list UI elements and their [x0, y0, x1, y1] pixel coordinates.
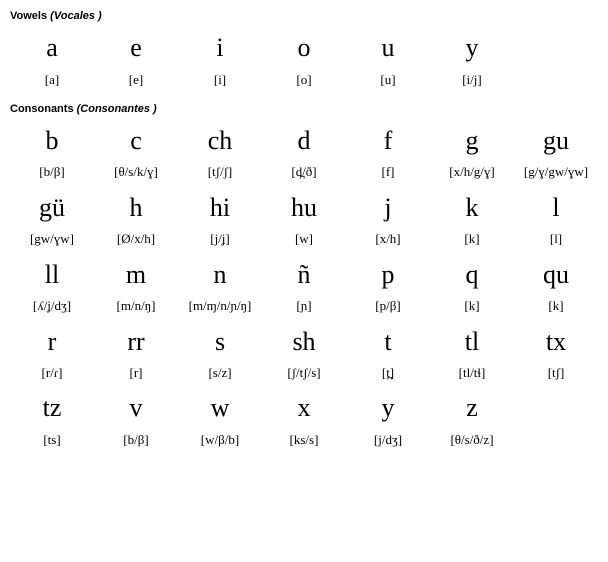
- vowel-ipa: [514, 67, 598, 95]
- consonant-ipa: [r]: [94, 360, 178, 386]
- consonant-ipa: [s/z]: [178, 360, 262, 386]
- consonant-ipa: [ks/s]: [262, 427, 346, 453]
- vowel-ipa: [i/j]: [430, 67, 514, 95]
- consonant-letter: q: [430, 253, 514, 294]
- consonant-letter: tx: [514, 320, 598, 361]
- consonant-ipa: [l]: [514, 226, 598, 252]
- consonant-letter: ñ: [262, 253, 346, 294]
- consonant-ipa: [ts]: [10, 427, 94, 453]
- consonant-ipa: [f]: [346, 159, 430, 185]
- consonant-ipa: [k]: [514, 293, 598, 319]
- consonant-ipa: [w/β/b]: [178, 427, 262, 453]
- consonant-ipa: [m/ɱ/n/ɲ/ŋ]: [178, 293, 262, 319]
- consonant-letter: n: [178, 253, 262, 294]
- vowel-ipa: [o]: [262, 67, 346, 95]
- consonant-ipa: [θ/s/k/ɣ]: [94, 159, 178, 185]
- consonants-title-bold: Consonants: [10, 103, 74, 115]
- consonant-ipa: [514, 427, 598, 453]
- consonant-ipa: [b/β]: [94, 427, 178, 453]
- vowel-ipa: [u]: [346, 67, 430, 95]
- consonant-letter: k: [430, 186, 514, 227]
- consonant-letter: w: [178, 386, 262, 427]
- vowel-letter: i: [178, 26, 262, 67]
- consonant-letter: v: [94, 386, 178, 427]
- consonant-ipa: [gw/ɣw]: [10, 226, 94, 252]
- vowel-ipa: [e]: [94, 67, 178, 95]
- consonant-ipa: [m/n/ŋ]: [94, 293, 178, 319]
- consonant-ipa: [j/dʒ]: [346, 427, 430, 453]
- consonant-letter: ll: [10, 253, 94, 294]
- consonant-letter: g: [430, 119, 514, 160]
- consonant-letter: b: [10, 119, 94, 160]
- consonant-ipa: [d̪/ð]: [262, 159, 346, 185]
- vowel-letter: [514, 26, 598, 67]
- consonant-letter: x: [262, 386, 346, 427]
- vowel-letter: a: [10, 26, 94, 67]
- consonant-ipa: [x/h/g/ɣ]: [430, 159, 514, 185]
- consonant-letter: z: [430, 386, 514, 427]
- consonant-ipa: [k]: [430, 226, 514, 252]
- vowels-title-italic: (Vocales ): [50, 10, 102, 22]
- consonant-ipa: [p/β]: [346, 293, 430, 319]
- vowel-letter: o: [262, 26, 346, 67]
- vowels-grid: aeiouy [a][e][i][o][u][i/j]: [10, 26, 598, 95]
- consonant-letter: gü: [10, 186, 94, 227]
- consonant-ipa: [g/ɣ/gw/ɣw]: [514, 159, 598, 185]
- consonant-letter: c: [94, 119, 178, 160]
- consonant-letter: [514, 386, 598, 427]
- consonants-title-italic: (Consonantes ): [77, 103, 157, 115]
- consonant-ipa: [θ/s/ð/z]: [430, 427, 514, 453]
- consonant-ipa: [r/ɾ]: [10, 360, 94, 386]
- consonant-letter: gu: [514, 119, 598, 160]
- consonant-letter: l: [514, 186, 598, 227]
- consonant-letter: tl: [430, 320, 514, 361]
- vowel-ipa: [i]: [178, 67, 262, 95]
- consonant-ipa: [Ø/x/h]: [94, 226, 178, 252]
- consonant-letter: t: [346, 320, 430, 361]
- consonant-letter: j: [346, 186, 430, 227]
- consonant-ipa: [tʃ/ʃ]: [178, 159, 262, 185]
- consonant-letter: hi: [178, 186, 262, 227]
- consonant-letter: rr: [94, 320, 178, 361]
- vowel-ipa: [a]: [10, 67, 94, 95]
- consonant-ipa: [j/ʝ]: [178, 226, 262, 252]
- consonant-ipa: [k]: [430, 293, 514, 319]
- consonant-letter: d: [262, 119, 346, 160]
- consonant-letter: s: [178, 320, 262, 361]
- consonant-letter: tz: [10, 386, 94, 427]
- consonant-ipa: [x/h]: [346, 226, 430, 252]
- consonant-ipa: [t̪]: [346, 360, 430, 386]
- consonant-ipa: [b/β]: [10, 159, 94, 185]
- consonants-title: Consonants (Consonantes ): [10, 103, 598, 115]
- vowel-letter: u: [346, 26, 430, 67]
- consonant-letter: hu: [262, 186, 346, 227]
- consonant-ipa: [ɲ]: [262, 293, 346, 319]
- vowel-letter: e: [94, 26, 178, 67]
- consonant-letter: y: [346, 386, 430, 427]
- consonant-ipa: [ʎ/ʝ/dʒ]: [10, 293, 94, 319]
- consonant-letter: r: [10, 320, 94, 361]
- consonant-letter: f: [346, 119, 430, 160]
- vowel-letter: y: [430, 26, 514, 67]
- consonant-letter: qu: [514, 253, 598, 294]
- consonant-letter: sh: [262, 320, 346, 361]
- consonant-ipa: [tl/tɬ]: [430, 360, 514, 386]
- consonant-ipa: [w]: [262, 226, 346, 252]
- consonant-ipa: [ʃ/tʃ/s]: [262, 360, 346, 386]
- consonant-ipa: [tʃ]: [514, 360, 598, 386]
- vowels-title-bold: Vowels: [10, 10, 47, 22]
- consonant-letter: p: [346, 253, 430, 294]
- consonants-grid: bcchdfggu[b/β][θ/s/k/ɣ][tʃ/ʃ][d̪/ð][f][x…: [10, 119, 598, 453]
- vowels-title: Vowels (Vocales ): [10, 10, 598, 22]
- consonant-letter: ch: [178, 119, 262, 160]
- consonant-letter: h: [94, 186, 178, 227]
- consonant-letter: m: [94, 253, 178, 294]
